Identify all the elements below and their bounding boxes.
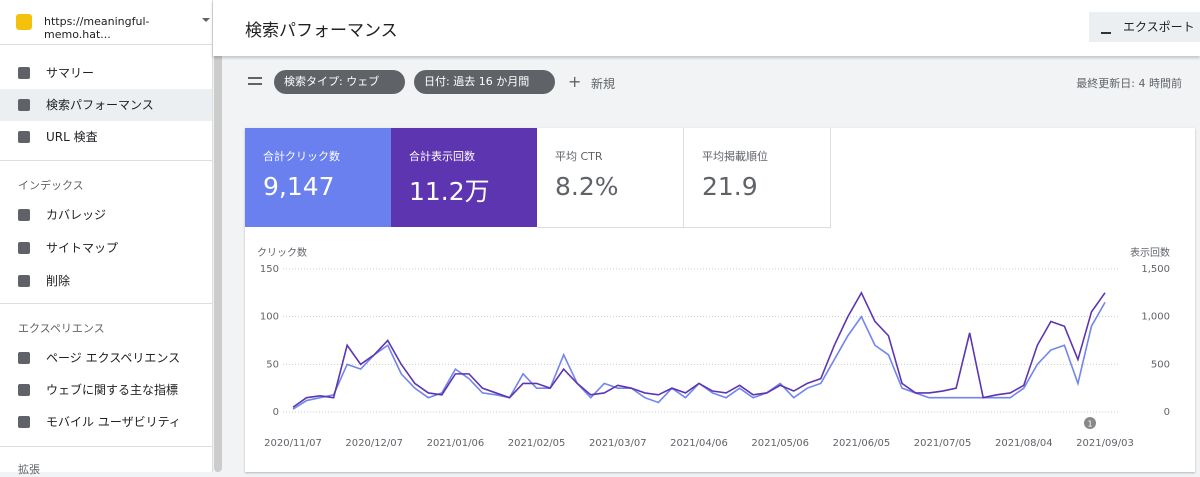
x-tick-label: 2021/02/05 — [508, 438, 566, 449]
top-bar: 検索パフォーマンス エクスポート — [213, 0, 1200, 56]
divider — [0, 303, 212, 304]
site-icon — [16, 14, 32, 30]
nav-item[interactable]: サイトマップ — [0, 232, 212, 264]
x-tick-label: 2021/03/07 — [589, 438, 647, 449]
metric-tile[interactable]: 合計表示回数 11.2万 — [391, 128, 537, 227]
nav-item[interactable]: カバレッジ — [0, 199, 212, 231]
new-filter[interactable]: 新規 — [591, 77, 616, 91]
filter-chip[interactable]: 日付: 過去 16 か月間 — [414, 70, 556, 94]
nav-item[interactable]: 削除 — [0, 265, 212, 297]
x-tick-label: 2020/12/07 — [345, 438, 403, 449]
performance-card: 合計クリック数 9,147 合計表示回数 11.2万 平均 CTR 8.2% 平均掲載… — [245, 128, 1195, 472]
section-title[interactable]: インデックス — [18, 179, 84, 192]
y-tick-label: 100 — [260, 312, 279, 323]
annotation: 1 — [1087, 420, 1092, 429]
site-url[interactable]: https://meaningful-memo.hat... — [44, 15, 150, 41]
x-tick-label: 2021/06/05 — [833, 438, 891, 449]
sidebar: https://meaningful-memo.hat... サマリー 検索パフ… — [0, 0, 213, 476]
x-tick-label: 2021/04/06 — [670, 438, 728, 449]
divider — [0, 446, 212, 447]
x-tick-label: 2021/08/04 — [995, 438, 1053, 449]
nav-item[interactable]: サマリー — [0, 57, 212, 89]
x-tick-label: 2021/01/06 — [427, 438, 485, 449]
x-tick-label: 2020/11/07 — [264, 438, 322, 449]
nav-item[interactable]: ウェブに関する主な指標 — [0, 374, 212, 406]
divider — [0, 44, 212, 45]
x-tick-label: 2021/09/03 — [1076, 438, 1134, 449]
data-line — [292, 301, 1106, 410]
last-updated: 最終更新日: 4 時間前 — [1076, 77, 1182, 90]
scrollbar[interactable] — [214, 52, 222, 472]
y2-tick-label: 1,500 — [1141, 264, 1170, 275]
y-tick-label: 0 — [273, 407, 279, 418]
metric-tile[interactable]: 平均掲載順位 21.9 — [684, 128, 831, 228]
nav-item[interactable]: モバイル ユーザビリティ — [0, 406, 212, 438]
filter-chip[interactable]: 検索タイプ: ウェブ — [274, 70, 406, 94]
nav-item[interactable]: ページ エクスペリエンス — [0, 342, 212, 374]
y-tick-label: 150 — [260, 264, 279, 275]
y2-axis-label: 表示回数 — [1130, 246, 1170, 259]
y-tick-label: 50 — [266, 359, 279, 370]
page-title: 検索パフォーマンス — [245, 21, 398, 41]
nav-item[interactable]: URL 検査 — [0, 121, 212, 153]
annotation-marker — [1084, 417, 1096, 429]
x-tick-label: 2021/05/06 — [751, 438, 809, 449]
export-button[interactable]: エクスポート — [1089, 12, 1200, 42]
section-title[interactable]: エクスペリエンス — [18, 322, 105, 335]
metric-tile[interactable]: 合計クリック数 9,147 — [245, 128, 391, 227]
x-tick-label: 2021/07/05 — [914, 438, 972, 449]
filter-icon[interactable] — [248, 77, 262, 85]
nav-item[interactable]: 検索パフォーマンス — [0, 89, 212, 121]
dropdown[interactable] — [202, 18, 210, 26]
y-axis-label: クリック数 — [257, 246, 307, 259]
data-line — [292, 291, 1106, 408]
add-icon[interactable]: + — [568, 72, 582, 91]
divider — [0, 160, 212, 161]
y2-tick-label: 0 — [1164, 407, 1170, 418]
metric-tile[interactable]: 平均 CTR 8.2% — [537, 128, 684, 228]
y2-tick-label: 500 — [1151, 359, 1170, 370]
y2-tick-label: 1,000 — [1141, 312, 1170, 323]
